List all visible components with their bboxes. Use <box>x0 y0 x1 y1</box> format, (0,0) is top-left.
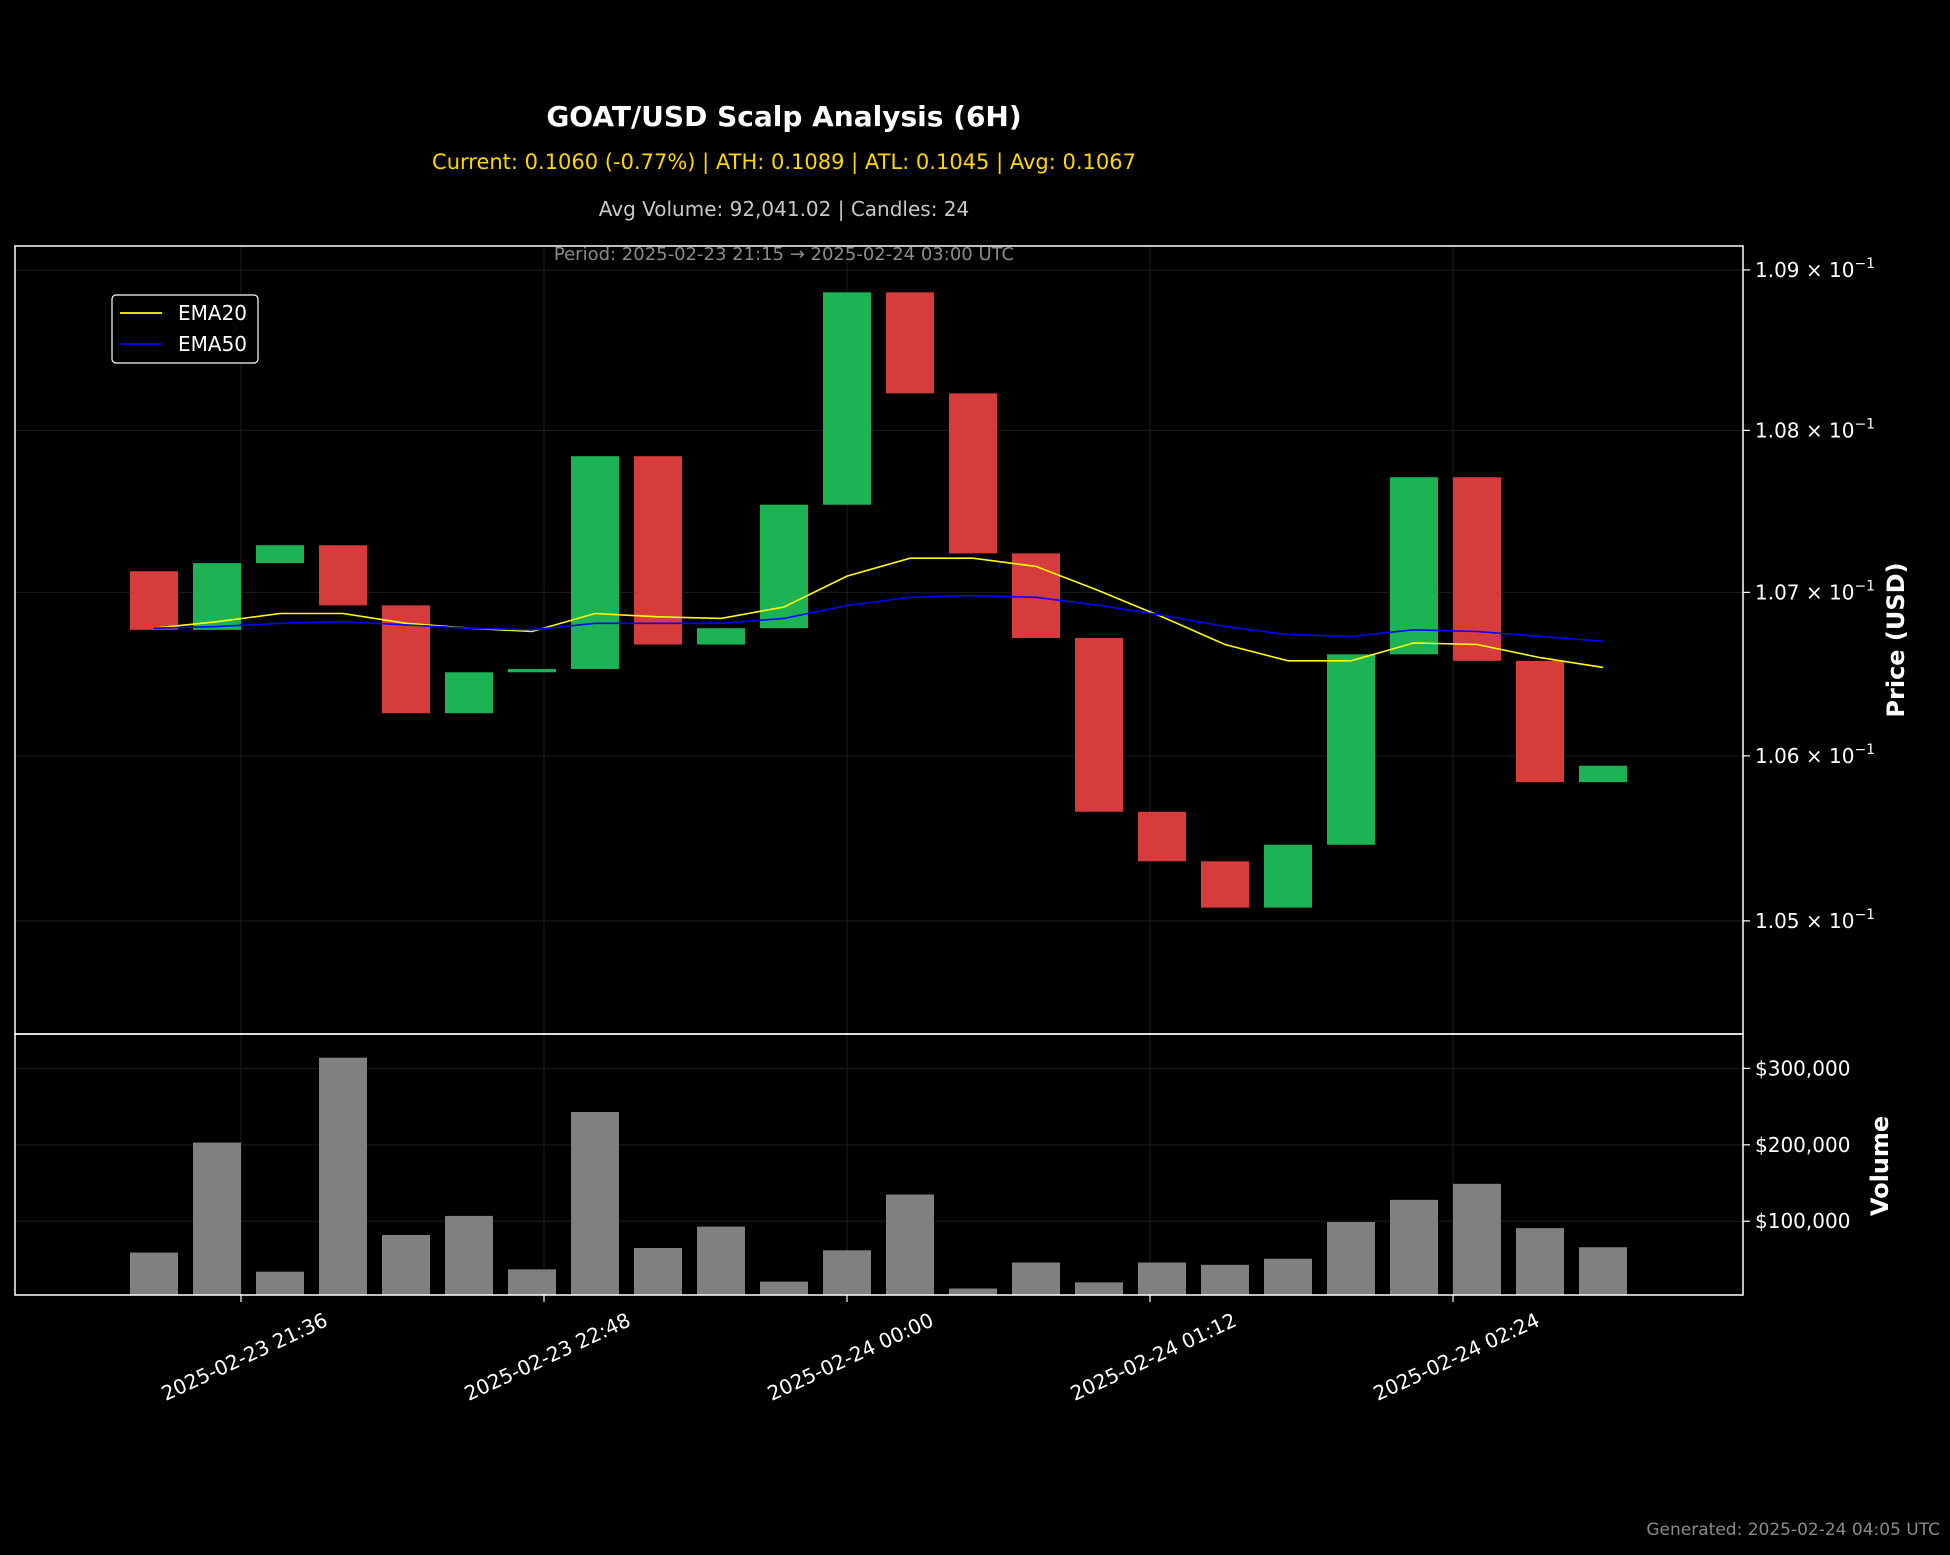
price-tick-label: 1.07 × 10−1 <box>1755 578 1875 604</box>
legend-label-ema20: EMA20 <box>178 301 247 325</box>
time-tick-label: 2025-02-23 21:36 <box>158 1308 331 1406</box>
volume-bar <box>508 1269 556 1295</box>
volume-bar <box>1264 1258 1312 1295</box>
stats-line: Current: 0.1060 (-0.77%) | ATH: 0.1089 |… <box>432 150 1136 174</box>
volume-bar <box>1453 1183 1501 1295</box>
candle-body <box>949 393 997 554</box>
volume-bar <box>949 1288 997 1295</box>
candle-body <box>1264 844 1312 908</box>
volume-tick-label: $200,000 <box>1755 1133 1850 1157</box>
candle-body <box>256 545 304 564</box>
period-line: Period: 2025-02-23 21:15 → 2025-02-24 03… <box>553 244 1015 265</box>
volume-stats-line: Avg Volume: 92,041.02 | Candles: 24 <box>598 197 970 221</box>
volume-bar <box>445 1215 493 1295</box>
generated-timestamp: Generated: 2025-02-24 04:05 UTC <box>1646 1520 1940 1540</box>
candle-body <box>445 672 493 714</box>
volume-bar <box>1516 1228 1564 1295</box>
candle-body <box>1453 477 1501 661</box>
candle-body <box>193 563 241 630</box>
price-tick-exponent: −1 <box>1854 742 1875 758</box>
volume-panel-frame <box>14 1033 1744 1296</box>
candle-body <box>1075 637 1123 812</box>
volume-bar <box>886 1194 934 1295</box>
candle-body <box>382 605 430 714</box>
time-tick-label: 2025-02-24 00:00 <box>764 1308 937 1406</box>
volume-bar <box>1138 1262 1186 1295</box>
volume-bar <box>382 1235 430 1295</box>
price-tick-label: 1.08 × 10−1 <box>1755 416 1875 442</box>
volume-bar <box>571 1111 619 1295</box>
candle-body <box>1201 861 1249 908</box>
candle-body <box>1138 811 1186 862</box>
volume-bar <box>823 1250 871 1295</box>
price-tick-exponent: −1 <box>1854 907 1875 923</box>
candle-body <box>823 292 871 505</box>
time-tick-label: 2025-02-24 02:24 <box>1370 1308 1543 1406</box>
candle-body <box>1390 477 1438 655</box>
candle-body <box>571 456 619 670</box>
volume-tick-label: $100,000 <box>1755 1209 1850 1233</box>
candle-body <box>634 456 682 645</box>
volume-bar <box>1201 1264 1249 1295</box>
volume-bar <box>1579 1247 1627 1295</box>
volume-bar <box>1327 1222 1375 1295</box>
candle-body <box>886 292 934 394</box>
candle-body <box>319 545 367 606</box>
price-tick-label: 1.05 × 10−1 <box>1755 907 1875 933</box>
candle-body <box>1012 553 1060 638</box>
volume-bar <box>1390 1199 1438 1295</box>
ema20-line <box>153 557 1604 669</box>
ema50-line <box>153 594 1604 643</box>
price-tick-exponent: −1 <box>1854 256 1875 272</box>
price-tick-exponent: −1 <box>1854 578 1875 594</box>
volume-bar <box>1012 1262 1060 1295</box>
time-tick-label: 2025-02-23 22:48 <box>461 1308 634 1406</box>
chart-title: GOAT/USD Scalp Analysis (6H) <box>546 100 1022 133</box>
volume-bar <box>697 1226 745 1295</box>
price-axis-label: Price (USD) <box>1882 562 1910 717</box>
volume-axis-label: Volume <box>1866 1116 1894 1216</box>
volume-bar <box>130 1252 178 1295</box>
volume-bar <box>760 1281 808 1295</box>
price-tick-label: 1.09 × 10−1 <box>1755 256 1875 282</box>
candle-body <box>1516 660 1564 783</box>
candle-body <box>508 669 556 673</box>
volume-bar <box>319 1057 367 1295</box>
legend-box <box>111 294 259 364</box>
volume-tick-label: $300,000 <box>1755 1056 1850 1080</box>
candle-body <box>130 571 178 630</box>
volume-bar <box>1075 1282 1123 1295</box>
candle-body <box>697 628 745 645</box>
volume-bar <box>193 1142 241 1295</box>
price-tick-label: 1.06 × 10−1 <box>1755 742 1875 768</box>
candle-body <box>1579 765 1627 783</box>
candle-body <box>1327 654 1375 845</box>
volume-bar <box>634 1247 682 1295</box>
time-tick-label: 2025-02-24 01:12 <box>1067 1308 1240 1406</box>
volume-bar <box>256 1271 304 1295</box>
legend-label-ema50: EMA50 <box>178 332 247 356</box>
legend: EMA20 EMA50 <box>111 294 259 364</box>
price-tick-exponent: −1 <box>1854 416 1875 432</box>
